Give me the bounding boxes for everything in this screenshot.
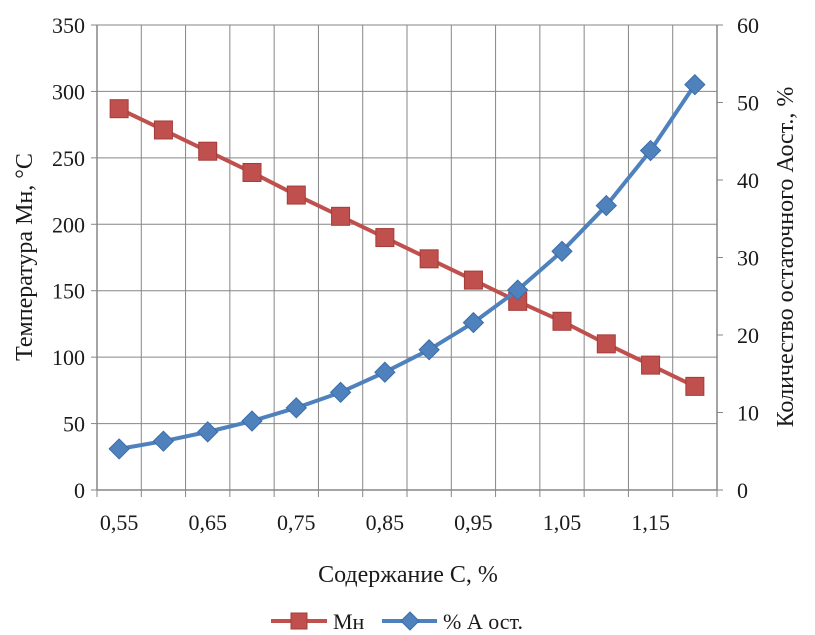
data-point-diamond xyxy=(684,73,706,96)
data-point-square xyxy=(242,162,262,182)
y2-tick-label: 0 xyxy=(737,478,748,503)
tick-labels: 0 50 100 150 200 250 300 350 0 10 20 30 40 50 60 0,55 0,… xyxy=(52,13,759,535)
data-point-diamond xyxy=(108,438,130,460)
y-tick-label: 150 xyxy=(52,279,85,304)
data-point-diamond xyxy=(197,421,219,443)
y2-tick-label: 40 xyxy=(737,168,759,193)
data-point-square xyxy=(419,249,439,269)
y-tick-label: 100 xyxy=(52,345,85,370)
y2-tick-label: 20 xyxy=(737,323,759,348)
data-point-diamond xyxy=(241,410,263,432)
data-point-diamond xyxy=(462,311,485,334)
y2-tick-label: 30 xyxy=(737,246,759,271)
data-point-square xyxy=(198,141,218,161)
x-tick-label: 0,75 xyxy=(277,510,316,535)
y-tick-label: 250 xyxy=(52,146,85,171)
data-point-diamond xyxy=(152,430,175,452)
data-point-square xyxy=(153,120,173,140)
data-point-diamond xyxy=(551,240,573,263)
y2-tick-label: 50 xyxy=(737,91,759,116)
y-tick-label: 50 xyxy=(63,412,85,437)
data-point-diamond xyxy=(374,361,396,383)
x-tick-label: 1,05 xyxy=(543,510,582,535)
series xyxy=(108,73,706,460)
y-tick-label: 200 xyxy=(52,212,85,237)
data-point-square xyxy=(596,334,616,354)
legend-aost-diamond-marker xyxy=(400,611,420,631)
series-aost xyxy=(108,73,706,460)
data-point-diamond xyxy=(639,139,662,162)
legend-mn-square-marker xyxy=(290,612,308,630)
x-tick-label: 0,55 xyxy=(100,510,139,535)
x-tick-label: 1,15 xyxy=(631,510,670,535)
x-axis-title: Содержание С, % xyxy=(318,562,498,588)
x-tick-label: 0,85 xyxy=(366,510,405,535)
y-tick-label: 0 xyxy=(74,478,85,503)
data-point-square xyxy=(286,185,306,205)
data-point-diamond xyxy=(595,194,617,217)
y-axis-title: Температура Мн, °С xyxy=(12,153,38,361)
data-point-square xyxy=(685,376,705,396)
y2-tick-label: 10 xyxy=(737,401,759,426)
data-point-square xyxy=(641,355,661,375)
legend-mn-label: Мн xyxy=(333,609,365,634)
data-point-square xyxy=(552,311,572,331)
y2-tick-label: 60 xyxy=(737,13,759,38)
y2-axis-title: Количество остаточного Аост., % xyxy=(773,87,799,428)
x-tick-label: 0,65 xyxy=(188,510,227,535)
y-tick-label: 300 xyxy=(52,79,85,104)
grid xyxy=(96,24,718,491)
data-point-diamond xyxy=(329,381,352,404)
data-point-square xyxy=(463,270,483,290)
data-point-diamond xyxy=(418,339,440,361)
data-point-diamond xyxy=(507,279,529,301)
legend: Мн % А ост. xyxy=(271,609,523,634)
data-point-diamond xyxy=(285,397,307,419)
axes xyxy=(91,24,723,497)
x-tick-label: 0,95 xyxy=(454,510,493,535)
data-point-square xyxy=(331,206,351,226)
legend-aost-label: % А ост. xyxy=(443,609,523,634)
data-point-square xyxy=(109,99,129,119)
y-tick-label: 350 xyxy=(52,13,85,38)
data-point-square xyxy=(375,228,395,248)
